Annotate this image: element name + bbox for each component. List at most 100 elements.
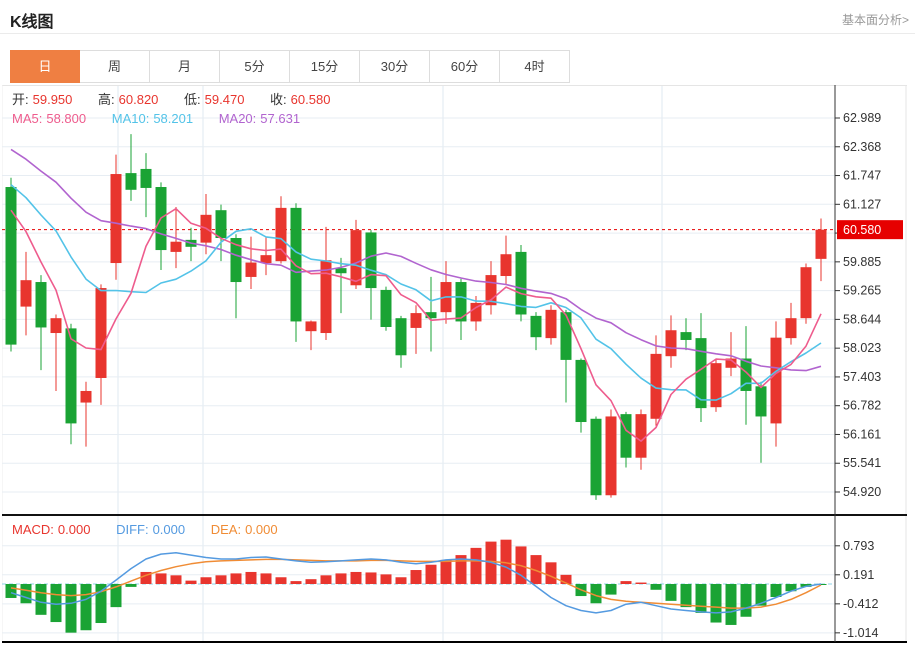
candle-body bbox=[560, 312, 572, 360]
candle bbox=[605, 409, 617, 498]
candle bbox=[95, 284, 107, 405]
candle-body bbox=[50, 318, 62, 334]
candle bbox=[710, 358, 722, 412]
candle bbox=[140, 153, 152, 218]
candle bbox=[170, 206, 182, 269]
macd-tick-label: 0.793 bbox=[843, 539, 874, 553]
macd-histogram-bar bbox=[200, 577, 212, 584]
candle bbox=[635, 409, 647, 470]
macd-histogram-bar bbox=[725, 584, 737, 625]
macd-histogram-bar bbox=[215, 575, 227, 584]
candle-body bbox=[530, 315, 542, 338]
candle bbox=[785, 302, 797, 345]
candle-body bbox=[620, 414, 632, 458]
candle bbox=[770, 321, 782, 447]
candle bbox=[500, 235, 512, 285]
chart-area: 62.989 62.368 61.747 61.127 59.885 59.265 58.6… bbox=[1, 85, 907, 645]
candle-body bbox=[170, 241, 182, 252]
candle bbox=[305, 320, 317, 351]
candle-body bbox=[665, 330, 677, 357]
candle-body bbox=[275, 207, 287, 262]
candle bbox=[485, 261, 497, 315]
diff-line bbox=[10, 551, 822, 614]
tab-period-7[interactable]: 4时 bbox=[500, 50, 570, 83]
dea-line bbox=[10, 558, 822, 609]
price-tick-label: 56.782 bbox=[843, 399, 881, 413]
tab-period-6[interactable]: 60分 bbox=[430, 50, 500, 83]
macd-histogram-bar bbox=[755, 584, 767, 606]
candle bbox=[245, 236, 257, 289]
candle bbox=[395, 315, 407, 368]
tab-period-4[interactable]: 15分 bbox=[290, 50, 360, 83]
candle-body bbox=[215, 210, 227, 239]
macd-histogram-bar bbox=[785, 584, 797, 592]
macd-histogram-bar bbox=[140, 571, 152, 584]
candle-body bbox=[20, 280, 32, 307]
macd-histogram-bar bbox=[680, 584, 692, 608]
macd-histogram-bar bbox=[380, 574, 392, 584]
macd-histogram-bar bbox=[635, 582, 647, 584]
macd-tick-label: -1.014 bbox=[843, 626, 878, 640]
candle-body bbox=[635, 414, 647, 458]
price-tick-label: 62.989 bbox=[843, 111, 881, 125]
candle bbox=[530, 312, 542, 351]
candle-body bbox=[335, 268, 347, 274]
candle bbox=[455, 278, 467, 340]
candle-body bbox=[485, 275, 497, 306]
candle-body bbox=[800, 267, 812, 319]
candle bbox=[650, 335, 662, 426]
price-tick-label: 59.265 bbox=[843, 284, 881, 298]
fundamental-analysis-link[interactable]: 基本面分析> bbox=[841, 13, 909, 27]
candle-body bbox=[380, 289, 392, 327]
candle-body bbox=[365, 232, 377, 289]
candle-body bbox=[815, 229, 827, 259]
tab-period-5[interactable]: 30分 bbox=[360, 50, 430, 83]
last-close-badge-label: 60.580 bbox=[843, 223, 881, 237]
candle bbox=[20, 251, 32, 336]
macd-histogram-bar bbox=[800, 584, 812, 587]
candle bbox=[275, 196, 287, 264]
tab-period-0[interactable]: 日 bbox=[10, 50, 80, 83]
candle-body bbox=[500, 254, 512, 277]
candle bbox=[665, 315, 677, 368]
candle bbox=[440, 261, 452, 324]
tab-period-2[interactable]: 月 bbox=[150, 50, 220, 83]
candle-body bbox=[410, 313, 422, 328]
macd-histogram-bar bbox=[50, 584, 62, 623]
candle-body bbox=[110, 174, 122, 264]
candle-body bbox=[80, 390, 92, 403]
price-tick-label: 61.127 bbox=[843, 197, 881, 211]
candle-body bbox=[140, 168, 152, 188]
candle bbox=[560, 309, 572, 403]
candle-body bbox=[125, 173, 137, 190]
macd-histogram-bar bbox=[710, 584, 722, 623]
kline-candlestick-chart[interactable]: 62.989 62.368 61.747 61.127 59.885 59.265 58.6… bbox=[1, 85, 907, 645]
page-title: K线图 bbox=[10, 14, 54, 31]
macd-histogram-bar bbox=[320, 575, 332, 584]
macd-histogram-bar bbox=[230, 573, 242, 584]
macd-histogram-bar bbox=[125, 584, 137, 587]
price-tick-label: 61.747 bbox=[843, 169, 881, 183]
candle-body bbox=[470, 302, 482, 322]
candle bbox=[815, 218, 827, 282]
candle-body bbox=[740, 358, 752, 391]
macd-histogram-bar bbox=[590, 584, 602, 604]
candle bbox=[410, 305, 422, 354]
period-tab-bar: 日周月 5分 15分 30分 60分 4时 bbox=[10, 50, 570, 83]
macd-histogram-bar bbox=[305, 579, 317, 584]
candle bbox=[545, 305, 557, 345]
macd-histogram-bar bbox=[170, 575, 182, 584]
candle-body bbox=[575, 359, 587, 423]
tab-period-3[interactable]: 5分 bbox=[220, 50, 290, 83]
candle bbox=[695, 313, 707, 423]
macd-histogram-bar bbox=[80, 584, 92, 631]
macd-histogram-bar bbox=[545, 562, 557, 584]
macd-histogram-bar bbox=[335, 573, 347, 584]
macd-histogram-bar bbox=[275, 577, 287, 584]
candle bbox=[755, 381, 767, 463]
candle bbox=[260, 236, 272, 276]
tab-period-1[interactable]: 周 bbox=[80, 50, 150, 83]
macd-histogram-bar bbox=[245, 571, 257, 584]
price-tick-label: 58.023 bbox=[843, 341, 881, 355]
